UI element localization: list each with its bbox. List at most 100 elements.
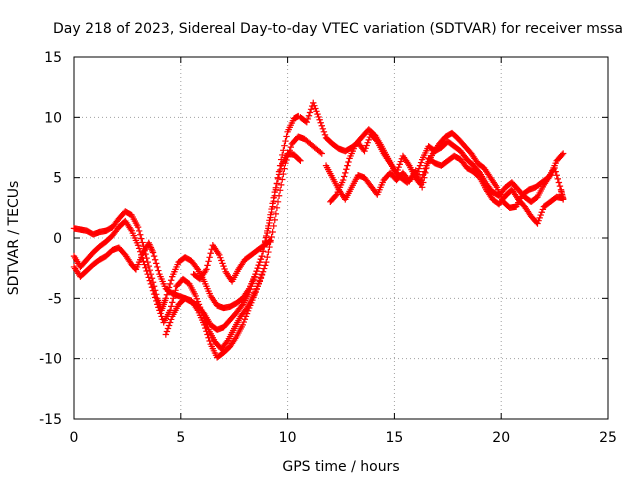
data-point (397, 158, 405, 165)
data-point (255, 261, 262, 269)
data-point (275, 171, 283, 178)
data-point (155, 304, 162, 311)
data-point (139, 239, 146, 246)
data-point (418, 174, 426, 181)
data-point (321, 131, 329, 139)
data-point (250, 277, 257, 284)
data-point (166, 319, 174, 326)
data-point (341, 173, 348, 180)
data-point (320, 128, 328, 136)
data-point (265, 222, 272, 230)
data-point (141, 261, 148, 268)
data-point (238, 302, 245, 309)
data-point (274, 175, 282, 183)
data-point (319, 125, 327, 132)
series-arc-4 (162, 271, 266, 361)
data-point (283, 133, 290, 140)
data-point (256, 258, 264, 266)
data-point (269, 228, 276, 236)
data-point (345, 158, 352, 166)
data-point (244, 307, 252, 315)
x-tick-label: 25 (599, 430, 617, 446)
data-point (551, 164, 558, 172)
data-point (253, 267, 260, 275)
data-point (554, 175, 562, 183)
y-tick-label: 10 (44, 110, 62, 126)
data-point (223, 338, 230, 346)
data-point (144, 271, 151, 278)
data-point (311, 102, 318, 109)
data-point (243, 310, 251, 317)
data-point (142, 264, 149, 271)
data-point (417, 159, 425, 166)
data-point (167, 316, 175, 323)
data-point (163, 328, 171, 335)
data-point (260, 265, 268, 272)
data-point (315, 113, 322, 121)
data-point (150, 290, 158, 298)
data-point (267, 237, 274, 244)
data-point (137, 248, 144, 255)
data-point (277, 181, 285, 189)
data-point (276, 166, 284, 174)
data-point (150, 252, 158, 260)
y-tick-label: -15 (39, 412, 62, 428)
data-point (207, 250, 214, 257)
data-point (306, 109, 314, 116)
data-point (193, 295, 201, 302)
data-point (145, 262, 152, 270)
data-point (247, 286, 254, 293)
data-point (279, 176, 286, 183)
data-point (248, 283, 255, 290)
data-point (365, 136, 372, 144)
data-point (252, 271, 259, 278)
data-point (270, 194, 277, 201)
data-point (245, 289, 253, 296)
data-point (146, 266, 154, 274)
data-point (154, 263, 161, 271)
data-point (305, 112, 313, 119)
data-point (418, 184, 426, 191)
data-point (316, 116, 323, 123)
data-point (413, 170, 421, 177)
data-point (203, 328, 210, 335)
data-point (165, 322, 173, 329)
data-point (157, 310, 164, 317)
data-point (254, 264, 261, 272)
data-point (318, 122, 325, 129)
data-point (266, 217, 273, 224)
data-point (275, 192, 283, 199)
data-point (154, 301, 161, 308)
data-point (257, 255, 265, 263)
data-point (312, 105, 319, 112)
data-point (205, 258, 212, 265)
series-arc-8 (327, 126, 567, 212)
data-point (239, 321, 246, 329)
data-point (145, 274, 152, 281)
data-point (268, 233, 275, 241)
data-point (249, 280, 256, 287)
data-point (559, 196, 567, 203)
data-point (296, 156, 303, 163)
data-point (416, 180, 424, 187)
data-point (552, 168, 559, 175)
data-point (253, 286, 260, 293)
y-tick-label: 0 (53, 231, 62, 247)
data-point (263, 258, 270, 266)
y-tick-label: 5 (53, 171, 62, 187)
data-point (258, 252, 266, 260)
data-point (266, 238, 273, 245)
data-point (135, 227, 143, 235)
gridlines (74, 57, 608, 419)
data-point (146, 277, 154, 284)
data-point (192, 292, 199, 300)
data-point (332, 192, 339, 199)
data-point (167, 277, 175, 284)
data-point (342, 169, 349, 177)
data-point (140, 258, 147, 265)
data-point (422, 165, 429, 172)
data-point (362, 145, 369, 152)
data-point (304, 115, 312, 123)
data-point (137, 231, 144, 238)
data-point (258, 271, 266, 278)
